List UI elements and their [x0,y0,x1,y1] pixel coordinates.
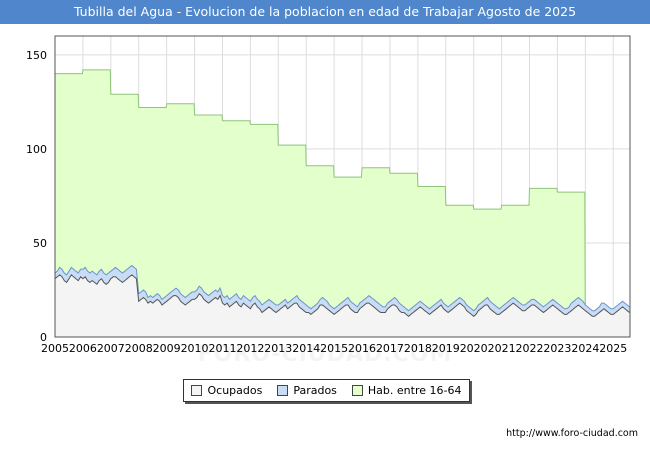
x-tick-label: 2017 [376,342,404,355]
x-tick-label: 2023 [543,342,571,355]
series-areas [54,69,630,338]
y-tick-label: 50 [33,237,47,250]
x-tick-label: 2019 [432,342,460,355]
x-tick-label: 2024 [571,342,599,355]
y-tick-label: 0 [40,331,47,344]
x-tick-label: 2011 [208,342,236,355]
x-tick-label: 2020 [460,342,488,355]
x-tick-label: 2006 [69,342,97,355]
legend-swatch-hab [351,385,363,396]
x-tick-label: 2005 [41,342,69,355]
legend-swatch-parados [277,385,289,396]
x-tick-label: 2018 [404,342,432,355]
legend-item-parados: Parados [277,384,337,397]
x-tick-label: 2007 [97,342,125,355]
x-tick-label: 2012 [236,342,264,355]
hab-line [55,69,586,338]
ocupados-area [55,274,630,337]
x-tick-label: 2014 [292,342,320,355]
legend-item-ocupados: Ocupados [191,384,262,397]
legend-label-parados: Parados [293,384,337,397]
watermark: FORO-CIUDAD.COM [0,342,650,367]
x-tick-label: 2015 [320,342,348,355]
legend-label-hab: Hab. entre 16-64 [367,384,462,397]
plot-frame [54,35,631,338]
legend: Ocupados Parados Hab. entre 16-64 [183,379,470,402]
x-tick-label: 2013 [264,342,292,355]
x-tick-label: 2009 [153,342,181,355]
parados-line [54,264,630,312]
y-tick-label: 100 [26,143,47,156]
chart: 2005 2006 2007 2008 2009 2010 2011 2012 2013 2014… [26,35,631,355]
legend-label-ocupados: Ocupados [207,384,263,397]
x-tick-label: 2025 [599,342,627,355]
legend-swatch-ocupados [191,385,203,396]
x-tick-label: 2022 [516,342,544,355]
axes: 2005 2006 2007 2008 2009 2010 2011 2012 2013 2014… [26,35,631,355]
x-tick-label: 2016 [348,342,376,355]
x-tick-label: 2021 [488,342,516,355]
x-tick-label: 2008 [125,342,153,355]
y-tick-label: 150 [26,49,47,62]
x-tick-label: 2010 [181,342,209,355]
legend-item-hab: Hab. entre 16-64 [351,384,462,397]
chart-title: Tubilla del Agua - Evolucion de la pobla… [0,0,650,24]
ocupados-line [54,274,630,317]
hab-area [55,69,586,338]
source-link[interactable]: http://www.foro-ciudad.com [506,428,638,439]
